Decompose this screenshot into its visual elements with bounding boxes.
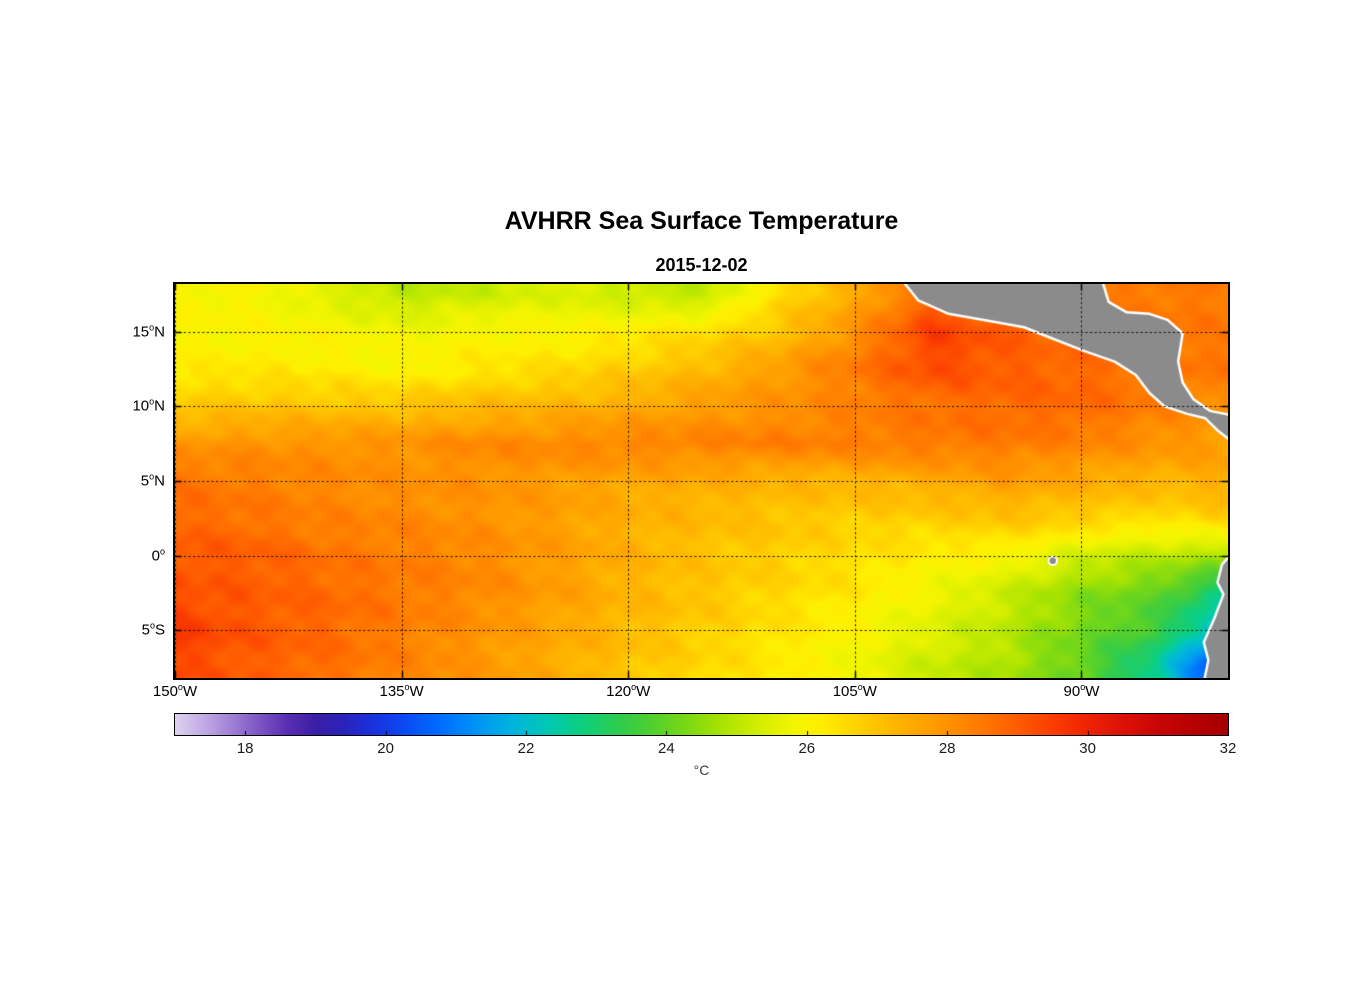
colorbar-tick-label: 18 [236,740,254,757]
y-tick-label: 10oN [132,396,165,415]
colorbar-tick-label: 28 [938,740,956,757]
sst-plot [173,282,1230,680]
chart-title: AVHRR Sea Surface Temperature [504,207,899,235]
colorbar-tick-label: 30 [1079,740,1096,757]
y-tick-label: 15oN [132,322,165,341]
x-tick-label: 120oW [606,682,651,700]
colorbar-tick-label: 24 [658,740,675,757]
colorbar-tick-label: 32 [1219,740,1237,757]
x-tick-label: 135oW [379,682,424,700]
colorbar-unit-label: °C [693,762,710,778]
x-tick-label: 150oW [152,682,198,700]
colorbar-tick-label: 22 [517,740,535,757]
chart-subtitle: 2015-12-02 [655,255,748,275]
colorbar-tick-label: 20 [377,740,394,757]
y-tick-label: 0o [151,546,165,565]
x-tick-label: 90oW [1063,682,1100,700]
colorbar-tick-label: 26 [798,740,816,757]
colorbar-canvas [175,714,1228,735]
y-tick-label: 5oS [141,620,165,639]
y-tick-label: 5oN [140,471,165,490]
colorbar [174,713,1229,736]
sst-heatmap-canvas [175,284,1228,678]
x-tick-label: 105oW [832,682,877,700]
